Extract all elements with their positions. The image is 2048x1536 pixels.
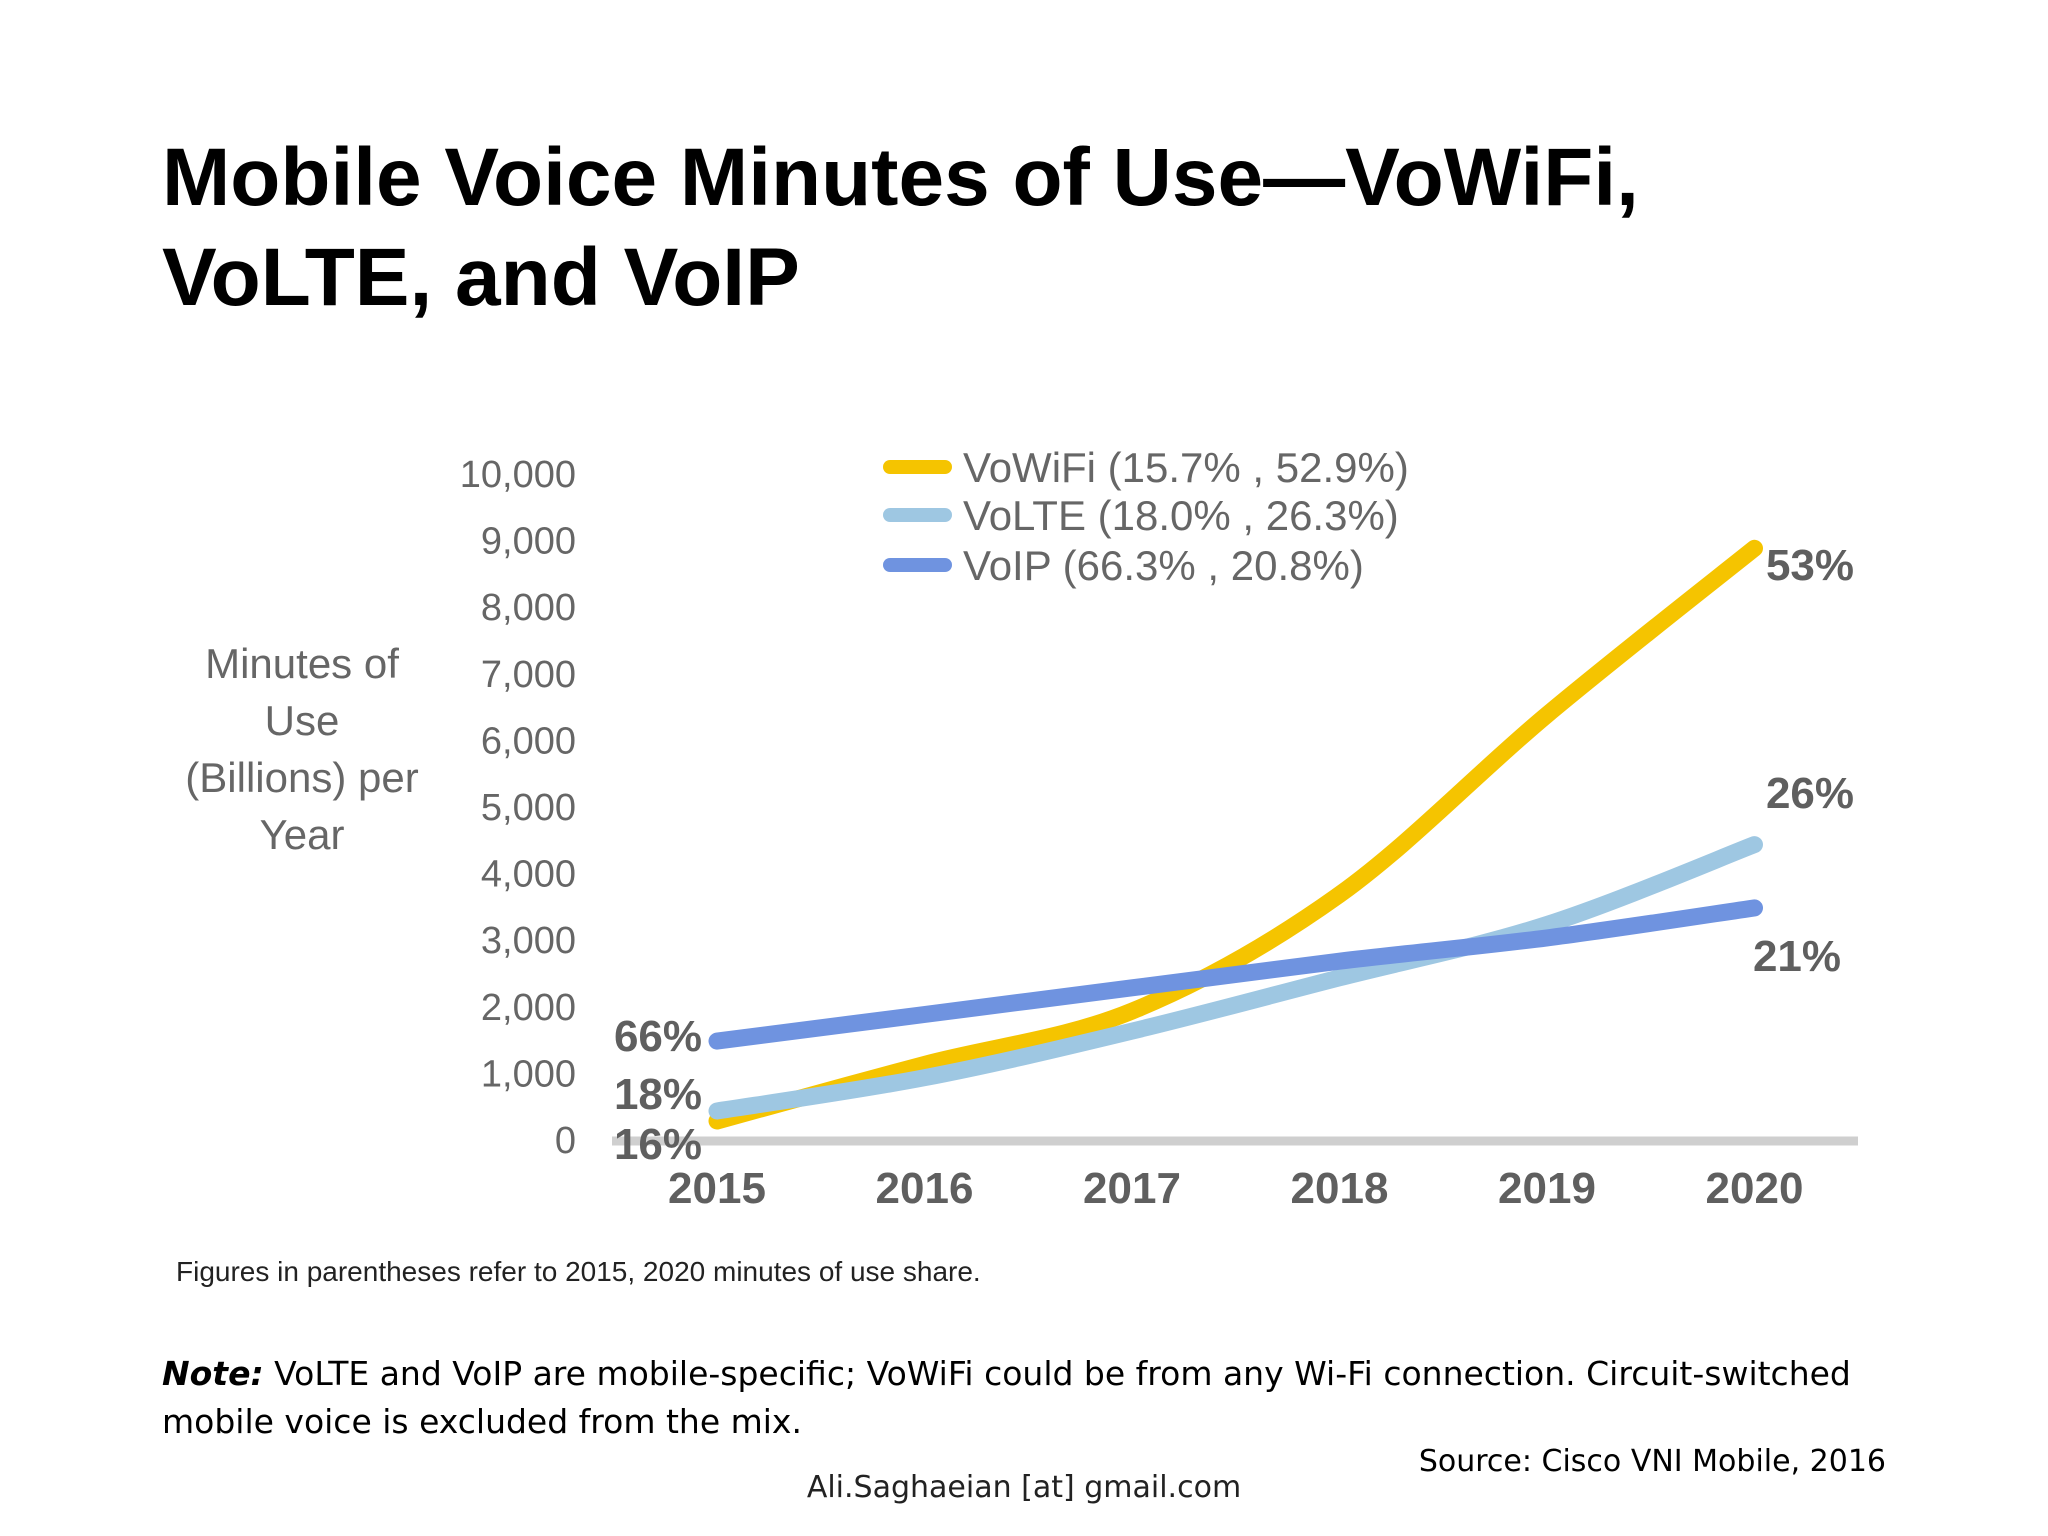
y-tick-label: 0 — [555, 1120, 576, 1162]
start-label-voip: 66% — [614, 1012, 702, 1061]
y-tick-label: 4,000 — [481, 854, 576, 896]
series-start-labels: 16%18% 66% — [614, 1012, 702, 1169]
y-axis-title-line: Use — [265, 697, 340, 744]
x-tick-label: 2018 — [1291, 1164, 1389, 1213]
series-line-volte — [708, 836, 1763, 1120]
y-tick-label: 10,000 — [460, 454, 576, 496]
y-axis-title-line: Year — [260, 811, 345, 858]
legend: VoWiFi (15.7% , 52.9%)VoLTE (18.0% , 26.… — [883, 444, 1409, 589]
y-tick-label: 2,000 — [481, 987, 576, 1029]
y-tick-label: 9,000 — [481, 521, 576, 563]
start-label-volte: 18% — [614, 1070, 702, 1119]
end-label-volte: 26% — [1766, 769, 1854, 818]
y-tick-label: 6,000 — [481, 720, 576, 762]
start-label-vowifi: 16% — [614, 1120, 702, 1169]
slide-title: Mobile Voice Minutes of Use—VoWiFi, VoLT… — [162, 132, 1639, 323]
legend-label-voip: VoIP (66.3% , 20.8%) — [963, 542, 1364, 589]
series-line-voip — [708, 899, 1763, 1050]
y-axis-title-line: Minutes of — [205, 640, 399, 687]
end-label-vowifi: 53% — [1766, 541, 1854, 590]
x-tick-label: 2020 — [1706, 1164, 1804, 1213]
note: Note: VoLTE and VoIP are mobile-specific… — [162, 1350, 1922, 1446]
x-tick-label: 2016 — [876, 1164, 974, 1213]
author-credit: Ali.Saghaeian [at] gmail.com — [806, 1470, 1242, 1505]
end-label-voip: 21% — [1753, 932, 1841, 981]
series-line-vowifi — [708, 539, 1763, 1130]
note-text: VoLTE and VoIP are mobile-specific; VoWi… — [162, 1354, 1851, 1441]
y-axis-label: Minutes of Use (Billions) per Year — [185, 640, 418, 858]
note-label: Note: — [162, 1354, 264, 1393]
series-end-labels: 53% 26% 21% — [1753, 541, 1854, 981]
y-axis-title-line: (Billions) per — [185, 754, 418, 801]
y-axis-ticks: 0 1,000 2,000 3,000 4,000 5,000 6,000 7,000 8,00… — [460, 454, 576, 1162]
y-tick-label: 5,000 — [481, 787, 576, 829]
legend-label-volte: VoLTE (18.0% , 26.3%) — [963, 492, 1399, 539]
series-lines — [708, 539, 1763, 1130]
chart-footnote: Figures in parentheses refer to 2015, 20… — [176, 1256, 981, 1287]
y-tick-label: 8,000 — [481, 587, 576, 629]
x-tick-label: 2017 — [1083, 1164, 1181, 1213]
y-tick-label: 3,000 — [481, 920, 576, 962]
y-tick-label: 1,000 — [481, 1053, 576, 1095]
x-axis-ticks: 2015 2016 2017 2018 2019 2020 — [668, 1164, 1803, 1213]
line-chart: 0 1,000 2,000 3,000 4,000 5,000 6,000 7,000 8,00… — [185, 444, 1858, 1213]
source-citation: Source: Cisco VNI Mobile, 2016 — [1418, 1444, 1886, 1479]
x-tick-label: 2015 — [668, 1164, 766, 1213]
x-tick-label: 2019 — [1498, 1164, 1596, 1213]
y-tick-label: 7,000 — [481, 654, 576, 696]
legend-label-vowifi: VoWiFi (15.7% , 52.9%) — [963, 444, 1409, 491]
